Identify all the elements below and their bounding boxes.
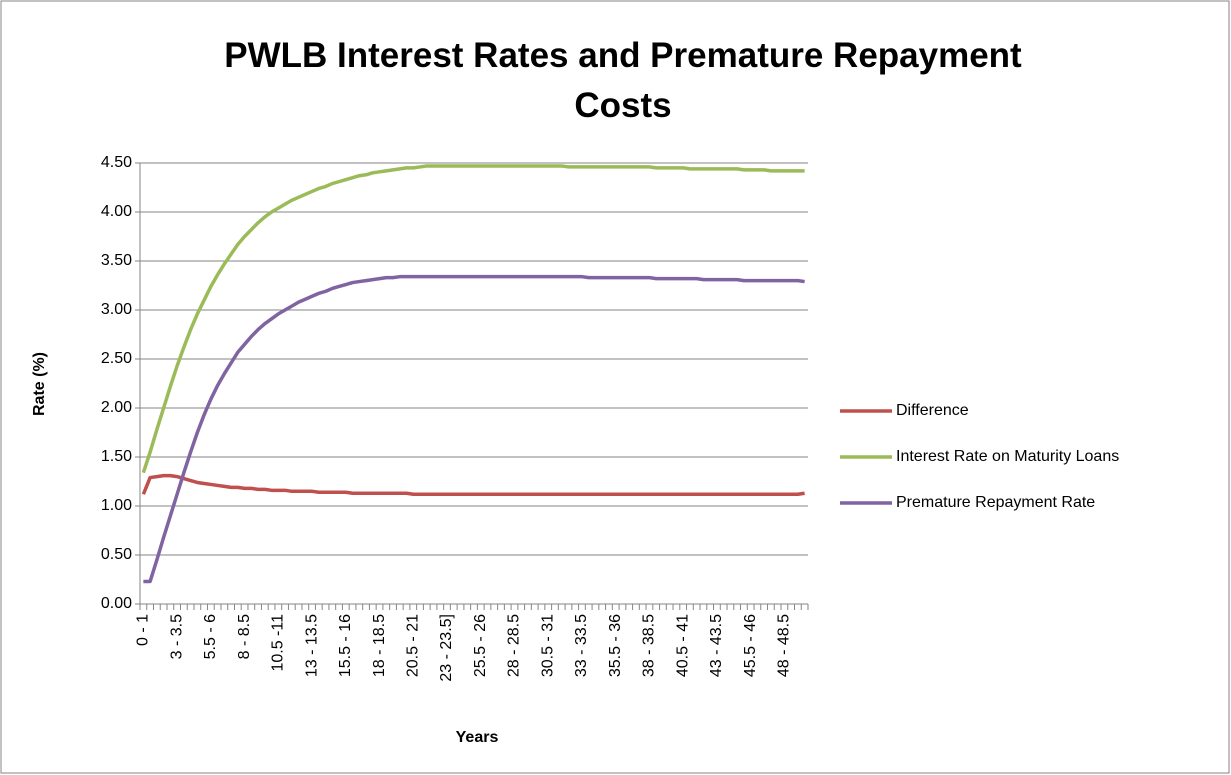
title-line: PWLB Interest Rates and Premature Repaym… [224,36,1022,75]
series-line [141,164,805,474]
x-tick-label: 28 - 28.5 [506,614,523,677]
chart-title: PWLB Interest Rates and Premature Repaym… [224,36,1022,125]
y-axis-label: Rate (%) [31,352,48,416]
x-tick-label: 20.5 - 21 [404,614,421,677]
y-tick-label: 4.50 [101,154,132,171]
x-axis-label: Years [456,729,499,746]
legend-label: Interest Rate on Maturity Loans [896,448,1119,465]
x-tick-label: 48 - 48.5 [776,614,793,677]
title-line: Costs [574,86,671,125]
y-tick-label: 4.00 [101,203,132,220]
legend-label: Difference [896,402,969,419]
x-tick-label: 25.5 - 26 [472,614,489,677]
series-line [141,473,805,496]
x-tick-label: 5.5 - 6 [202,614,219,659]
x-tick-label: 40.5 - 41 [674,614,691,677]
legend-label: Premature Repayment Rate [896,494,1095,511]
x-tick-label: 33 - 33.5 [573,614,590,677]
y-tick-label: 3.00 [101,301,132,318]
x-tick-label: 35.5 - 36 [607,614,624,677]
x-tick-label: 0 - 1 [135,614,152,646]
x-tick-label: 38 - 38.5 [641,614,658,677]
x-tick-label: 13 - 13.5 [303,614,320,677]
x-tick-label: 10.5 -11 [270,614,287,672]
x-tick-label: 45.5 - 46 [742,614,759,677]
x-tick-label: 15.5 - 16 [337,614,354,677]
x-tick-label: 30.5 - 31 [539,614,556,677]
y-tick-label: 0.50 [101,546,132,563]
x-tick-label: 23 - 23.5] [438,614,455,682]
x-tick-label: 8 - 8.5 [236,614,253,659]
x-tick-label: 3 - 3.5 [168,614,185,659]
y-tick-label: 1.00 [101,497,132,514]
x-tick-label: 18 - 18.5 [371,614,388,677]
y-tick-label: 0.00 [101,595,132,612]
y-tick-label: 2.00 [101,399,132,416]
series-line [143,274,805,584]
y-tick-label: 2.50 [101,350,132,367]
y-tick-label: 3.50 [101,252,132,269]
x-tick-label: 43 - 43.5 [708,614,725,677]
y-tick-label: 1.50 [101,448,132,465]
